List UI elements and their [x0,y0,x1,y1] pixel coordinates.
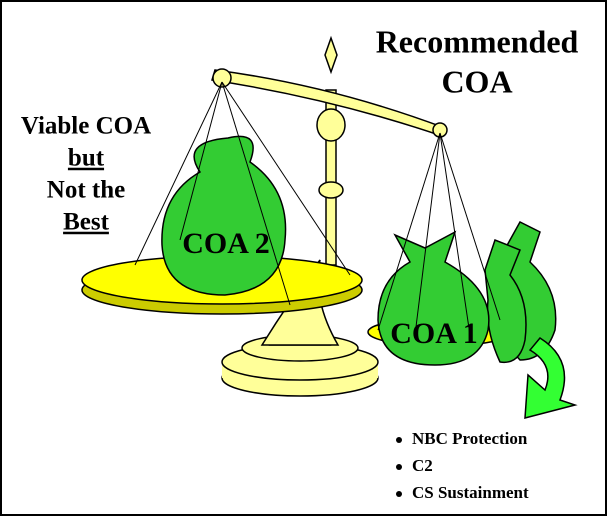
factor: CS Sustainment [412,483,529,502]
slide: Recommended COA Viable COA but Not the B… [0,0,607,516]
factor: C2 [412,456,433,475]
side-note: Not the [47,177,125,204]
factor: NBC Protection [412,429,528,448]
bag-label: COA 1 [390,317,478,350]
side-note: Best [63,209,110,236]
bullet [396,491,402,497]
side-note: Viable COA [21,113,151,140]
bullet [396,464,402,470]
bullet [396,437,402,443]
headline: COA [441,63,512,99]
bag-label: COA 2 [182,227,270,260]
side-note: but [68,145,105,172]
headline: Recommended [376,23,579,59]
